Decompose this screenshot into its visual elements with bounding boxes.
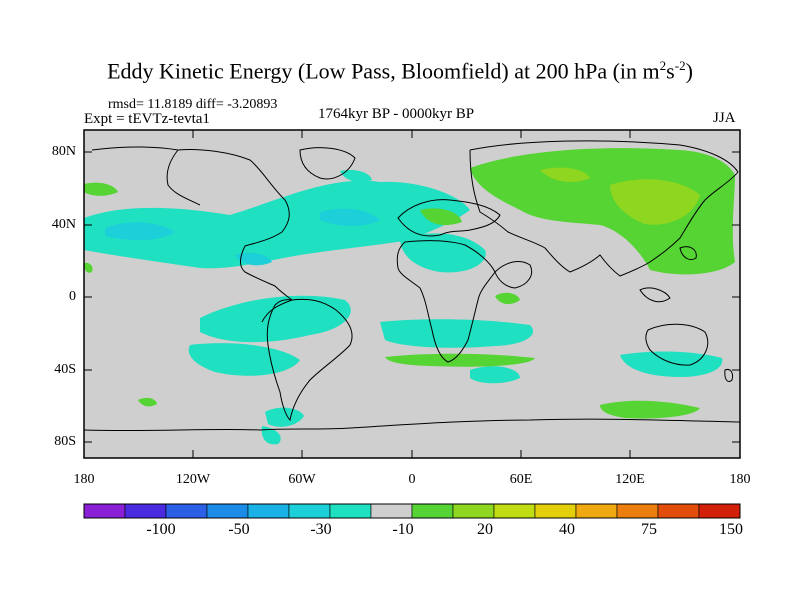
- colorbar-swatch: [83, 503, 126, 519]
- colorbar-frame: [83, 503, 741, 519]
- colorbar-swatch: [247, 503, 290, 519]
- colorbar-swatch: [165, 503, 208, 519]
- colorbar-swatch: [575, 503, 618, 519]
- period-label: 1764kyr BP - 0000kyr BP: [318, 106, 475, 122]
- lat-label: 80N: [51, 144, 76, 159]
- colorbar-label: -50: [228, 521, 250, 538]
- lon-label: 120W: [175, 472, 211, 487]
- lat-label: 0: [69, 289, 76, 304]
- negative-anomaly-regions: [84, 170, 723, 445]
- colorbar-label: 150: [719, 521, 743, 538]
- colorbar-swatch: [124, 503, 167, 519]
- colorbar-swatch: [493, 503, 536, 519]
- experiment-label: Expt = tEVTz-tevta1: [84, 111, 210, 127]
- positive-anomaly-regions: [84, 148, 735, 419]
- lat-label: 40S: [54, 362, 76, 377]
- colorbar-swatch: [206, 503, 249, 519]
- colorbar-label: -30: [310, 521, 332, 538]
- plot-title: Eddy Kinetic Energy (Low Pass, Bloomfiel…: [107, 58, 693, 84]
- lat-label: 80S: [54, 434, 76, 449]
- colorbar-swatch: [288, 503, 331, 519]
- coastlines: [83, 140, 741, 432]
- colorbar-label: 75: [641, 521, 657, 538]
- colorbar-swatch: [657, 503, 700, 519]
- colorbar-swatch: [329, 503, 372, 519]
- lon-label: 120E: [615, 472, 645, 487]
- lon-label: 60E: [509, 472, 533, 487]
- lat-label: 40N: [51, 217, 76, 232]
- colorbar-swatch: [616, 503, 659, 519]
- colorbar-swatch: [534, 503, 577, 519]
- colorbar-label: 40: [559, 521, 575, 538]
- lon-label: 180: [73, 472, 95, 487]
- season-label: JJA: [713, 110, 736, 126]
- colorbar-swatch: [370, 503, 413, 519]
- colorbar-swatch: [452, 503, 495, 519]
- colorbar-swatch: [698, 503, 741, 519]
- stats-label: rmsd= 11.8189 diff= -3.20893: [108, 97, 278, 112]
- axis-ticks: [84, 130, 740, 458]
- lon-label: 60W: [288, 472, 316, 487]
- strong-negative-anomaly-regions: [105, 208, 380, 266]
- colorbar-label: 20: [477, 521, 493, 538]
- lon-label: 0: [408, 472, 416, 487]
- lon-label: 180: [729, 472, 751, 487]
- colorbar-swatch: [411, 503, 454, 519]
- colorbar-label: -10: [392, 521, 414, 538]
- colorbar-label: -100: [146, 521, 176, 538]
- strong-positive-anomaly-regions: [540, 167, 700, 225]
- colorbar: [83, 503, 741, 519]
